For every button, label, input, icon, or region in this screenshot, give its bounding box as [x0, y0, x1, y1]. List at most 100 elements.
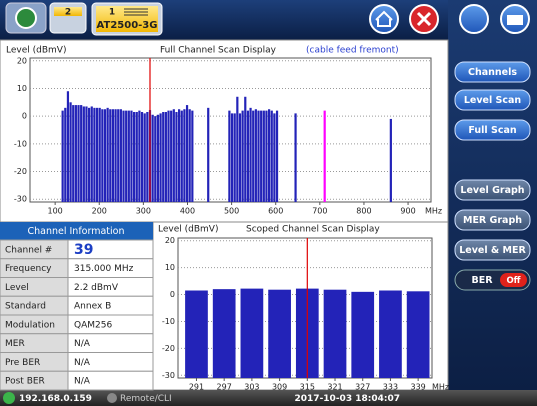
tab-1-badge	[96, 6, 158, 32]
sidebar-button[interactable]	[454, 119, 531, 141]
bar	[82, 106, 85, 202]
tab-1-label: 1	[109, 8, 115, 18]
x-tick-label: 327	[355, 383, 370, 392]
x-tick-label: 309	[272, 383, 287, 392]
bar	[111, 109, 115, 202]
table-value: N/A	[74, 358, 91, 368]
y-tick-label: -10	[14, 139, 27, 148]
y-tick-label: -20	[14, 167, 27, 176]
bar	[185, 105, 189, 202]
y-tick-label: -10	[162, 317, 175, 326]
bar	[228, 110, 231, 202]
sidebar-button[interactable]	[454, 179, 531, 201]
bar	[252, 110, 255, 202]
x-tick-label: 600	[268, 207, 283, 216]
bar	[273, 113, 276, 202]
bar	[138, 110, 141, 202]
bar	[77, 105, 80, 202]
bar	[191, 110, 194, 202]
bar	[93, 107, 96, 202]
x-tick-label: 500	[224, 207, 239, 216]
bar	[143, 113, 146, 202]
table-value: 315.000 MHz	[74, 264, 134, 274]
bar	[323, 289, 347, 378]
sidebar-button[interactable]	[454, 89, 531, 111]
bar	[249, 107, 252, 202]
bar	[159, 113, 162, 202]
remote-icon	[107, 393, 117, 403]
bar	[80, 105, 83, 202]
bar	[64, 107, 67, 202]
remote-mode: Remote/CLI	[120, 394, 172, 404]
bar	[230, 113, 234, 202]
bar	[85, 106, 88, 202]
table-key: MER	[5, 339, 25, 349]
folder-icon	[507, 15, 523, 25]
x-tick-label: 315	[300, 383, 315, 392]
device-name: AT2500-3G	[97, 20, 158, 31]
table-value: 2.2 dBmV	[74, 283, 119, 293]
bar	[103, 109, 107, 202]
bar	[90, 106, 93, 202]
table-value: N/A	[74, 339, 91, 349]
home-icon	[375, 10, 393, 27]
bar	[122, 110, 125, 202]
x-tick-label: 291	[189, 383, 204, 392]
bar	[101, 109, 104, 202]
bar	[212, 289, 236, 378]
ber-switch-state: Off	[506, 276, 520, 286]
bar	[140, 112, 144, 202]
table-key: Post BER	[5, 377, 45, 387]
table-title: Channel Information	[27, 226, 124, 237]
y-tick-label: 0	[22, 112, 27, 121]
x-tick-label: 321	[327, 383, 342, 392]
bar	[379, 290, 402, 378]
sidebar-button[interactable]	[454, 239, 531, 261]
table-value: 39	[74, 242, 93, 258]
bar	[260, 110, 263, 202]
x-tick-label: 300	[136, 207, 151, 216]
bar	[170, 110, 173, 202]
sidebar-button-label: Level Scan	[464, 95, 522, 106]
sidebar-button[interactable]	[454, 61, 531, 83]
bar	[154, 116, 157, 202]
x-unit-label: MHz	[432, 383, 449, 392]
tab-2-badge	[54, 7, 82, 16]
table-key: Standard	[5, 302, 46, 312]
bar	[185, 290, 208, 378]
chart-title: Scoped Channel Scan Display	[246, 225, 380, 235]
x-tick-label: 339	[411, 383, 426, 392]
x-tick-label: 333	[383, 383, 398, 392]
bar	[114, 109, 117, 202]
bar	[167, 110, 170, 202]
bar	[172, 109, 175, 202]
x-tick-label: 900	[400, 207, 415, 216]
ber-toggle-label: BER	[471, 275, 493, 286]
home-button[interactable]	[369, 4, 399, 34]
tools-button[interactable]	[459, 4, 489, 34]
sidebar-button[interactable]	[454, 209, 531, 231]
status-bar	[0, 390, 537, 406]
x-tick-label: 100	[48, 207, 63, 216]
bar	[294, 113, 297, 202]
y-tick-label: -30	[14, 195, 27, 204]
bar	[207, 107, 210, 202]
bar	[188, 109, 191, 202]
y-axis-label: Level (dBmV)	[6, 46, 66, 56]
bar	[130, 110, 133, 202]
y-tick-label: -20	[162, 344, 175, 353]
bar	[74, 105, 77, 202]
sidebar-button-label: Channels	[468, 67, 517, 78]
bar	[117, 109, 120, 202]
bar	[146, 112, 149, 202]
chart-title: Full Channel Scan Display	[160, 46, 277, 56]
bar	[178, 109, 181, 202]
table-value: Annex B	[74, 302, 111, 312]
bar	[241, 110, 244, 202]
bar	[268, 289, 291, 378]
bar	[323, 110, 326, 202]
bar	[244, 96, 247, 202]
sidebar-button-label: MER Graph	[463, 215, 522, 226]
close-icon	[416, 11, 432, 27]
